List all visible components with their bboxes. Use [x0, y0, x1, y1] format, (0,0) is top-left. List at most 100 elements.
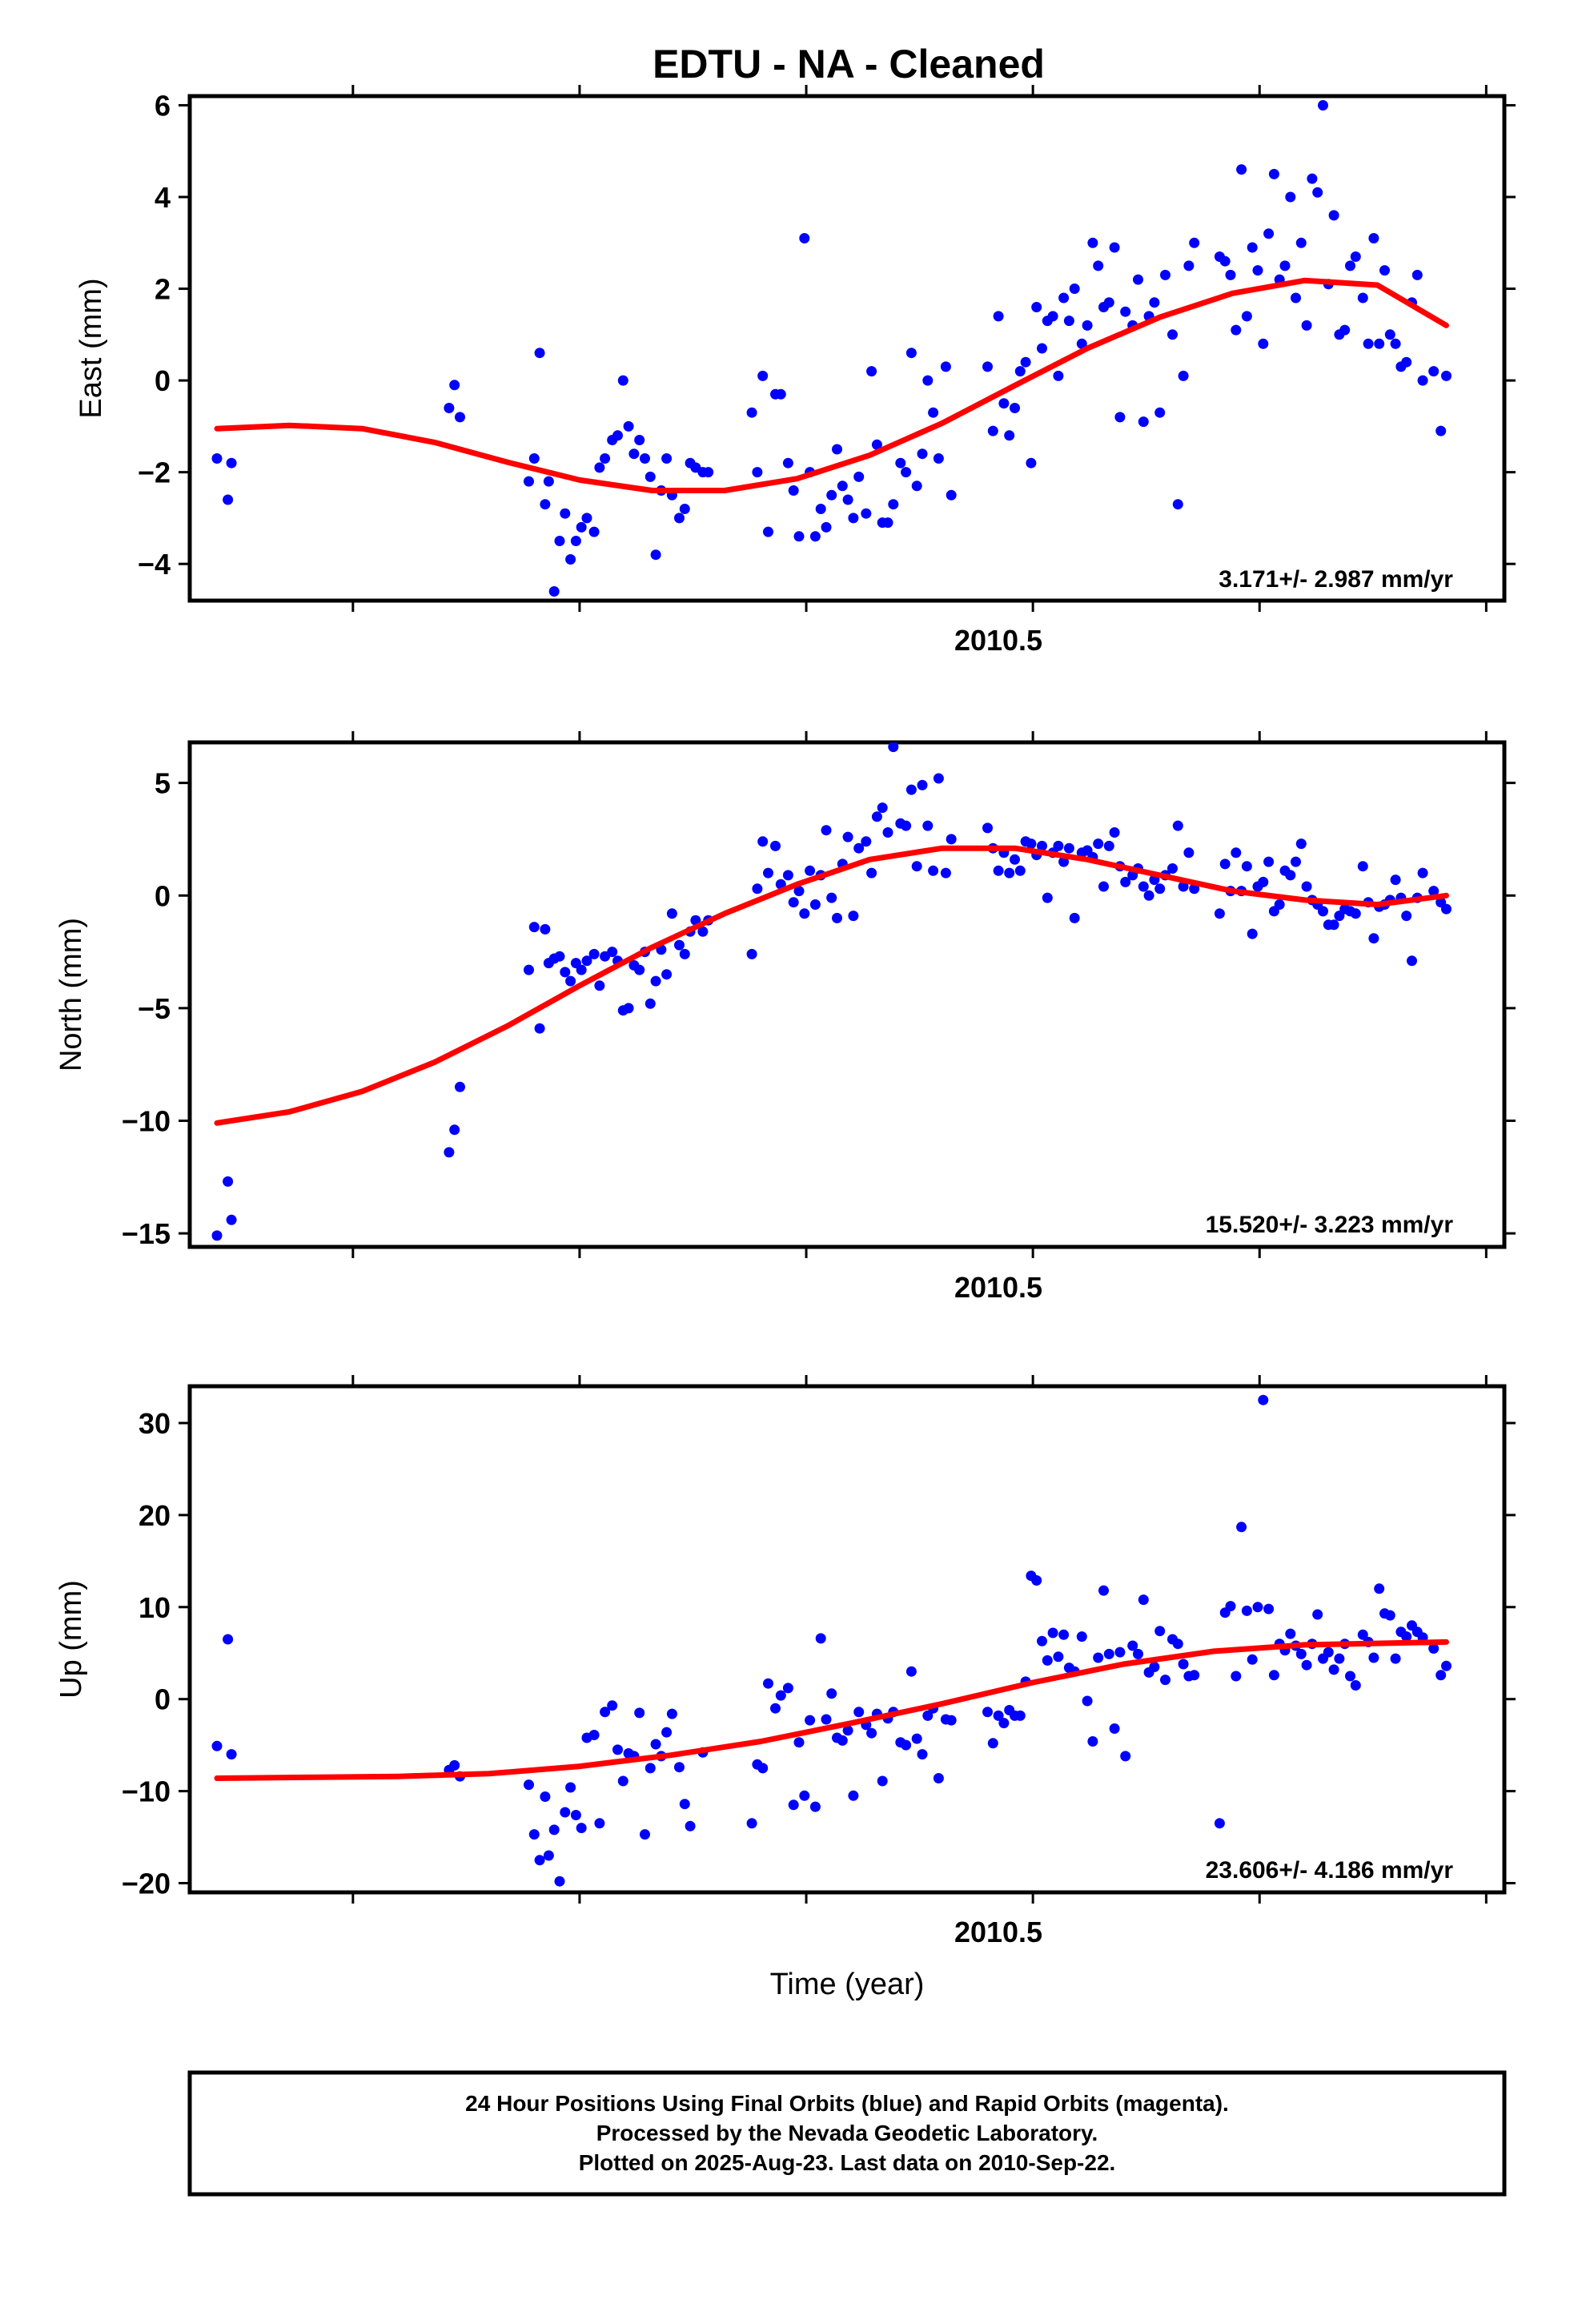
data-point-up [1384, 1610, 1395, 1621]
data-point-east [679, 504, 690, 514]
data-point-east [650, 549, 661, 561]
data-point-east [799, 233, 810, 243]
data-point-up [901, 1739, 912, 1751]
data-point-up [560, 1807, 571, 1818]
data-point-north [928, 865, 939, 876]
data-point-north [1441, 903, 1452, 915]
data-point-north [226, 1214, 237, 1225]
data-point-east [1345, 260, 1355, 271]
data-point-up [1345, 1671, 1355, 1682]
data-point-north [1247, 928, 1258, 939]
data-point-up [848, 1790, 859, 1801]
data-point-up [1109, 1723, 1120, 1734]
data-point-north [1241, 861, 1252, 872]
data-point-east [1312, 187, 1323, 198]
y-tick-label-east: −2 [138, 456, 171, 489]
data-point-east [782, 457, 793, 468]
data-point-up [877, 1775, 888, 1787]
data-point-east [548, 586, 560, 597]
data-point-east [1219, 255, 1231, 267]
data-point-north [540, 923, 551, 935]
x-tick-label-up: 2010.5 [954, 1916, 1042, 1948]
data-point-north [679, 948, 690, 959]
data-point-up [757, 1763, 769, 1774]
data-point-east [1087, 237, 1098, 248]
data-point-east [1103, 297, 1114, 308]
data-point-east [644, 471, 656, 482]
data-point-up [1285, 1628, 1296, 1639]
data-point-up [1154, 1626, 1166, 1637]
data-point-north [821, 825, 832, 836]
data-point-east [612, 430, 623, 441]
data-point-north [1093, 838, 1104, 850]
footer-line-2: Processed by the Nevada Geodetic Laborat… [596, 2121, 1098, 2145]
data-point-up [1031, 1575, 1042, 1586]
data-point-north [848, 911, 859, 922]
data-point-north [788, 897, 799, 908]
data-point-east [226, 457, 237, 468]
data-point-north [877, 802, 888, 814]
data-point-up [1323, 1647, 1334, 1658]
data-point-up [799, 1790, 810, 1801]
y-tick-label-up: 20 [139, 1499, 171, 1532]
y-tick-label-north: 0 [155, 879, 171, 912]
data-point-up [612, 1744, 623, 1755]
data-point-up [1014, 1710, 1026, 1721]
data-point-east [1428, 366, 1439, 377]
data-point-east [703, 467, 714, 478]
data-point-up [788, 1799, 799, 1811]
data-point-east [1020, 356, 1031, 368]
data-point-up [1214, 1818, 1225, 1829]
data-point-east [570, 536, 581, 546]
data-point-north [1357, 861, 1368, 872]
data-point-east [1350, 251, 1361, 262]
data-point-north [1037, 840, 1047, 851]
data-point-up [946, 1715, 957, 1726]
data-point-north [882, 827, 893, 838]
data-point-up [554, 1876, 565, 1887]
panel-east: −4 −2 0 2 4 6 East (mm) 3.171+/- 2.987 mm/yr 201… [74, 85, 1516, 657]
data-point-up [1133, 1648, 1143, 1659]
data-point-east [1328, 210, 1339, 221]
data-point-east [933, 453, 944, 464]
data-point-up [534, 1855, 545, 1866]
data-point-north [763, 867, 773, 879]
y-tick-label-east: 4 [155, 181, 171, 214]
data-point-east [993, 311, 1004, 322]
data-point-up [1087, 1736, 1098, 1747]
data-point-east [793, 531, 805, 542]
data-point-east [223, 494, 234, 505]
data-point-east [528, 453, 540, 464]
data-point-north [917, 779, 928, 790]
data-point-north [1103, 840, 1114, 851]
data-point-north [1004, 867, 1015, 879]
data-point-north [946, 834, 957, 845]
data-point-up [223, 1634, 234, 1645]
data-point-up [842, 1725, 853, 1736]
data-point-up [1076, 1631, 1087, 1642]
data-point-up [607, 1700, 618, 1711]
data-point-north [1390, 875, 1401, 886]
data-point-east [842, 494, 853, 505]
data-point-east [905, 348, 917, 359]
data-point-east [565, 554, 576, 565]
data-point-east [617, 375, 628, 386]
data-point-east [837, 480, 848, 492]
data-point-east [1285, 191, 1296, 203]
data-point-up [998, 1718, 1010, 1729]
data-point-north [805, 865, 816, 876]
data-point-up [1328, 1664, 1339, 1675]
data-point-east [1082, 320, 1093, 331]
data-point-north [793, 886, 805, 897]
data-point-east [788, 485, 799, 496]
data-point-up [1160, 1675, 1170, 1686]
data-point-up [917, 1749, 928, 1760]
data-point-up [679, 1799, 690, 1810]
x-tick-label-north: 2010.5 [954, 1271, 1042, 1304]
data-point-north [560, 967, 571, 978]
data-point-north [650, 975, 661, 987]
data-point-north [888, 742, 899, 753]
data-point-east [1390, 338, 1401, 349]
data-point-north [940, 867, 951, 879]
data-point-up [793, 1737, 805, 1748]
